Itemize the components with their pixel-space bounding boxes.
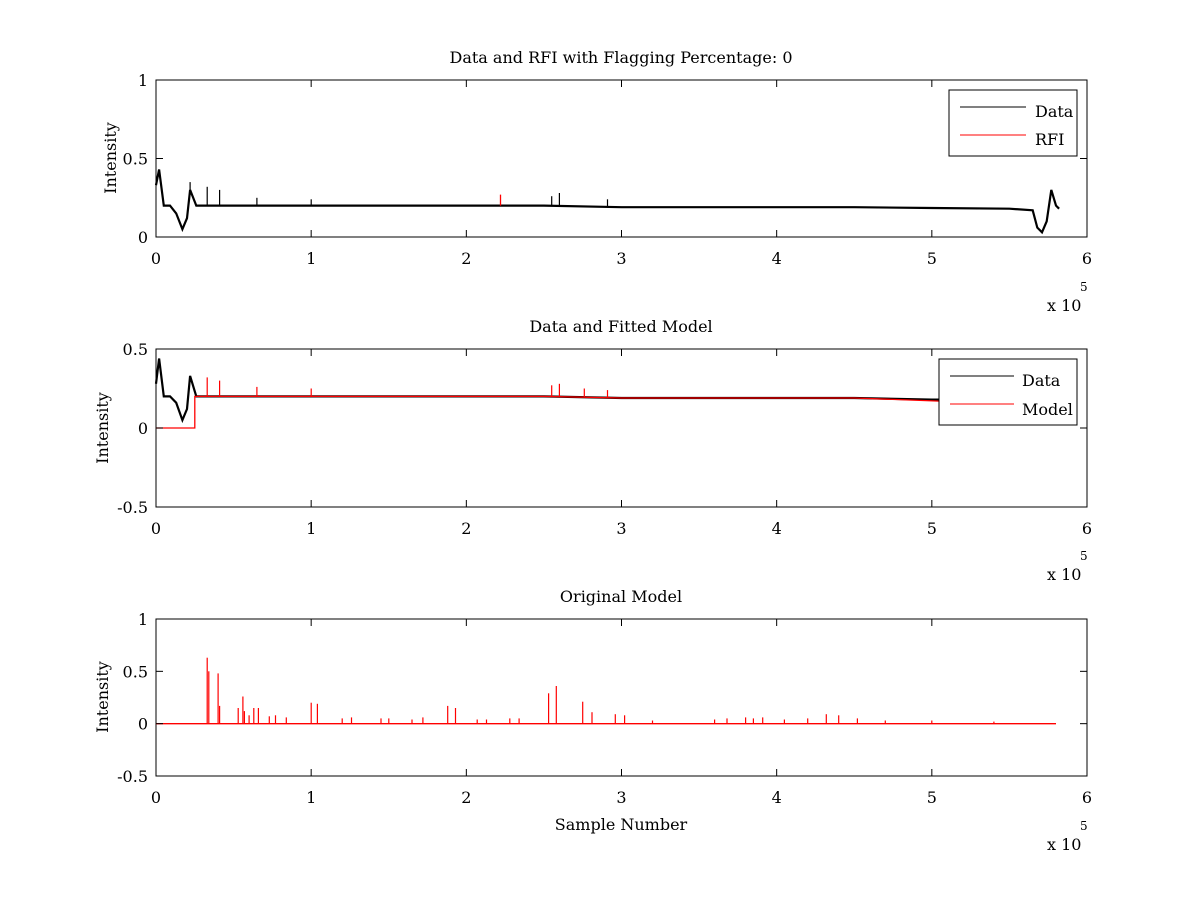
panel-3-x-tick-label: 2 <box>461 788 471 807</box>
panel-1-x-tick-label: 1 <box>306 249 316 268</box>
panel-1-series-data-line <box>154 169 1060 235</box>
panel-1-legend: Data RFI <box>948 89 1078 157</box>
panel-2-legend-data-label: Data <box>1022 371 1061 390</box>
panel-2-x-tick-label: 0 <box>151 519 161 538</box>
panel-2-x-tick-label: 4 <box>772 519 782 538</box>
panel-1-x-tick-label: 2 <box>461 249 471 268</box>
panel-2-ticks: 0 1 2 3 4 5 6-0.500.5 <box>117 340 1092 538</box>
panel-3-ylabel: Intensity <box>93 661 112 733</box>
panel-2-title: Data and Fitted Model <box>529 317 712 336</box>
panel-1-legend-rfi-label: RFI <box>1035 130 1064 149</box>
panel-2-y-tick-label: 0 <box>138 419 148 438</box>
panel-1-y-tick-label: 1 <box>138 71 148 90</box>
panel-2-ylabel: Intensity <box>93 392 112 464</box>
panel-1-x-tick-label: 3 <box>616 249 626 268</box>
panel-1-legend-box <box>948 89 1078 157</box>
panel-1-x-tick-label: 4 <box>772 249 782 268</box>
panel-1-title: Data and RFI with Flagging Percentage: 0 <box>449 48 792 67</box>
panel-1-ticks: 0 1 2 3 4 5 6 0 0.5 1 <box>123 71 1093 268</box>
panel-3-x-exponent: 5 <box>1080 819 1088 833</box>
panel-1: Data and RFI with Flagging Percentage: 0… <box>101 48 1092 315</box>
panel-3-title: Original Model <box>560 587 682 606</box>
panel-1-x-tick-label: 0 <box>151 249 161 268</box>
panel-2-series <box>154 358 940 429</box>
panel-2-y-tick-label: 0.5 <box>123 340 148 359</box>
panel-1-ylabel: Intensity <box>101 122 120 194</box>
panel-2-x-tick-label: 6 <box>1082 519 1092 538</box>
panel-1-x-tick-label: 5 <box>927 249 937 268</box>
panel-3-x-tick-label: 4 <box>772 788 782 807</box>
panel-3-x-tick-label: 0 <box>151 788 161 807</box>
panel-3-y-tick-label: 0 <box>138 715 148 734</box>
panel-2-legend-model-label: Model <box>1022 400 1073 419</box>
panel-3-xlabel: Sample Number <box>555 815 688 834</box>
panel-1-x-tick-label: 6 <box>1082 249 1092 268</box>
panel-2-x-tick-label: 3 <box>616 519 626 538</box>
panel-2-legend-box <box>938 358 1078 426</box>
panel-2-legend: Data Model <box>938 358 1078 426</box>
panel-2: Data and Fitted Model Intensity 0 1 2 3 4 5 6 -… <box>93 317 1092 584</box>
panel-1-y-tick-label: 0.5 <box>123 150 148 169</box>
panel-2-x-tick-label: 2 <box>461 519 471 538</box>
panel-1-x-exponent-base: x 10 <box>1047 296 1081 315</box>
panel-2-x-exponent: 5 <box>1080 549 1088 563</box>
panel-3-x-tick-label: 5 <box>927 788 937 807</box>
panel-1-x-exponent: 5 <box>1080 280 1088 294</box>
panel-3-x-exponent-base: x 10 <box>1047 835 1081 854</box>
panel-3-x-tick-label: 1 <box>306 788 316 807</box>
panel-2-x-exponent-base: x 10 <box>1047 565 1081 584</box>
panel-3-x-tick-label: 6 <box>1082 788 1092 807</box>
panel-1-y-tick-label: 0 <box>138 228 148 247</box>
panel-3: Original Model Intensity 0 1 2 3 4 5 6-0.500.5… <box>93 587 1092 854</box>
panel-3-series <box>156 657 1056 725</box>
panel-3-y-tick-label: 1 <box>138 610 148 629</box>
panel-3-y-tick-label: -0.5 <box>117 767 148 786</box>
panel-3-y-tick-label: 0.5 <box>123 662 148 681</box>
panel-1-series <box>154 169 1060 235</box>
panel-3-x-tick-label: 3 <box>616 788 626 807</box>
panel-2-series-model-line <box>156 395 940 429</box>
panel-3-ticks: 0 1 2 3 4 5 6-0.500.51 <box>117 610 1092 807</box>
panel-2-x-tick-label: 5 <box>927 519 937 538</box>
panel-2-y-tick-label: -0.5 <box>117 498 148 517</box>
panel-1-legend-data-label: Data <box>1035 102 1074 121</box>
panel-2-x-tick-label: 1 <box>306 519 316 538</box>
